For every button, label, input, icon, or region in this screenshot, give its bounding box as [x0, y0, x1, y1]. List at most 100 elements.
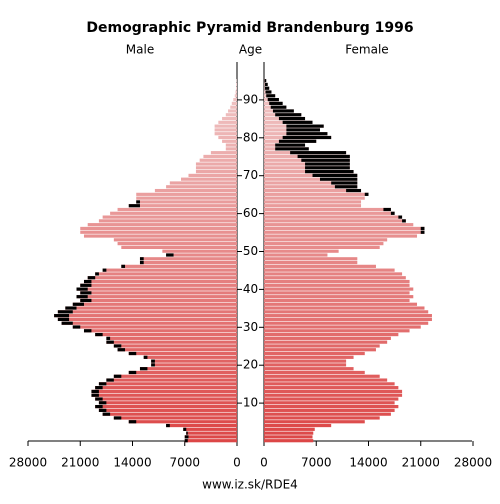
- male-bar: [118, 348, 237, 351]
- male-excess: [185, 439, 188, 442]
- female-bar: [264, 420, 365, 423]
- male-bar: [136, 200, 237, 203]
- male-bar: [80, 227, 237, 230]
- female-excess: [283, 121, 313, 124]
- male-bar: [196, 170, 237, 173]
- x-tick-label: 7000: [301, 456, 332, 470]
- x-tick-label: 28000: [9, 456, 47, 470]
- x-tick-label: 28000: [454, 456, 492, 470]
- female-excess: [301, 159, 350, 162]
- male-bar: [95, 386, 237, 389]
- male-excess: [77, 295, 88, 298]
- male-bar: [58, 318, 237, 321]
- female-bar: [264, 299, 410, 302]
- male-excess: [114, 344, 121, 347]
- female-bar: [264, 432, 313, 435]
- male-excess: [95, 397, 102, 400]
- male-bar: [106, 337, 237, 340]
- male-bar: [73, 303, 237, 306]
- female-excess: [283, 136, 332, 139]
- male-excess: [136, 200, 140, 203]
- female-excess: [290, 151, 346, 154]
- female-excess: [265, 90, 271, 93]
- male-excess: [73, 303, 84, 306]
- female-excess: [298, 155, 350, 158]
- female-bar: [264, 352, 365, 355]
- male-bar: [118, 208, 237, 211]
- x-tick-label: 7000: [169, 456, 200, 470]
- male-excess: [65, 306, 76, 309]
- female-bar: [264, 348, 376, 351]
- male-bar: [166, 185, 237, 188]
- female-bar: [264, 219, 406, 222]
- male-excess: [77, 288, 88, 291]
- male-bar: [215, 128, 237, 131]
- male-bar: [88, 223, 237, 226]
- male-bar: [106, 378, 237, 381]
- female-bar: [264, 375, 380, 378]
- male-bar: [211, 151, 237, 154]
- male-bar: [95, 272, 237, 275]
- female-excess: [305, 170, 354, 173]
- female-excess: [269, 102, 282, 105]
- male-bar: [170, 181, 237, 184]
- female-excess: [383, 208, 390, 211]
- male-excess: [62, 322, 73, 325]
- male-bar: [65, 306, 237, 309]
- female-excess: [268, 98, 279, 101]
- female-bar: [264, 322, 428, 325]
- male-excess: [151, 363, 155, 366]
- y-tick-label: 90: [243, 92, 258, 106]
- female-bar: [264, 356, 354, 359]
- male-bar: [129, 420, 237, 423]
- y-tick-label: 10: [243, 396, 258, 410]
- male-bar: [58, 310, 237, 313]
- male-bar: [151, 363, 237, 366]
- male-bar: [77, 288, 237, 291]
- female-bar: [264, 397, 398, 400]
- male-excess: [99, 382, 106, 385]
- male-excess: [84, 280, 91, 283]
- male-excess: [166, 253, 173, 256]
- male-excess: [80, 299, 91, 302]
- y-tick-label: 60: [243, 206, 258, 220]
- female-excess: [265, 83, 268, 86]
- male-bar: [99, 401, 237, 404]
- male-excess: [80, 291, 91, 294]
- female-excess: [305, 166, 350, 169]
- male-bar: [196, 162, 237, 165]
- female-excess: [275, 113, 301, 116]
- x-tick-label: 21000: [402, 456, 440, 470]
- male-excess: [95, 405, 102, 408]
- female-excess: [264, 79, 266, 82]
- female-bar: [264, 227, 424, 230]
- male-bar: [181, 178, 237, 181]
- x-tick-label: 14000: [349, 456, 387, 470]
- female-bar: [264, 276, 406, 279]
- male-label: Male: [126, 43, 154, 57]
- male-bar: [232, 102, 237, 105]
- male-bar: [99, 219, 237, 222]
- y-tick-label: 40: [243, 282, 258, 296]
- male-bar: [99, 409, 237, 412]
- male-bar: [185, 439, 237, 442]
- female-bar: [264, 261, 357, 264]
- male-excess: [121, 265, 125, 268]
- male-excess: [114, 375, 121, 378]
- female-excess: [286, 125, 323, 128]
- x-tick-label: 14000: [113, 456, 151, 470]
- male-bar: [95, 333, 237, 336]
- male-bar: [106, 341, 237, 344]
- x-tick-label: 0: [233, 456, 241, 470]
- female-bar: [264, 238, 387, 241]
- age-label: Age: [239, 43, 262, 57]
- female-bar: [264, 193, 369, 196]
- male-bar: [222, 117, 237, 120]
- male-bar: [151, 360, 237, 363]
- female-excess: [273, 109, 294, 112]
- male-bar: [140, 261, 237, 264]
- y-tick-label: 70: [243, 168, 258, 182]
- male-bar: [84, 329, 237, 332]
- male-bar: [236, 87, 237, 90]
